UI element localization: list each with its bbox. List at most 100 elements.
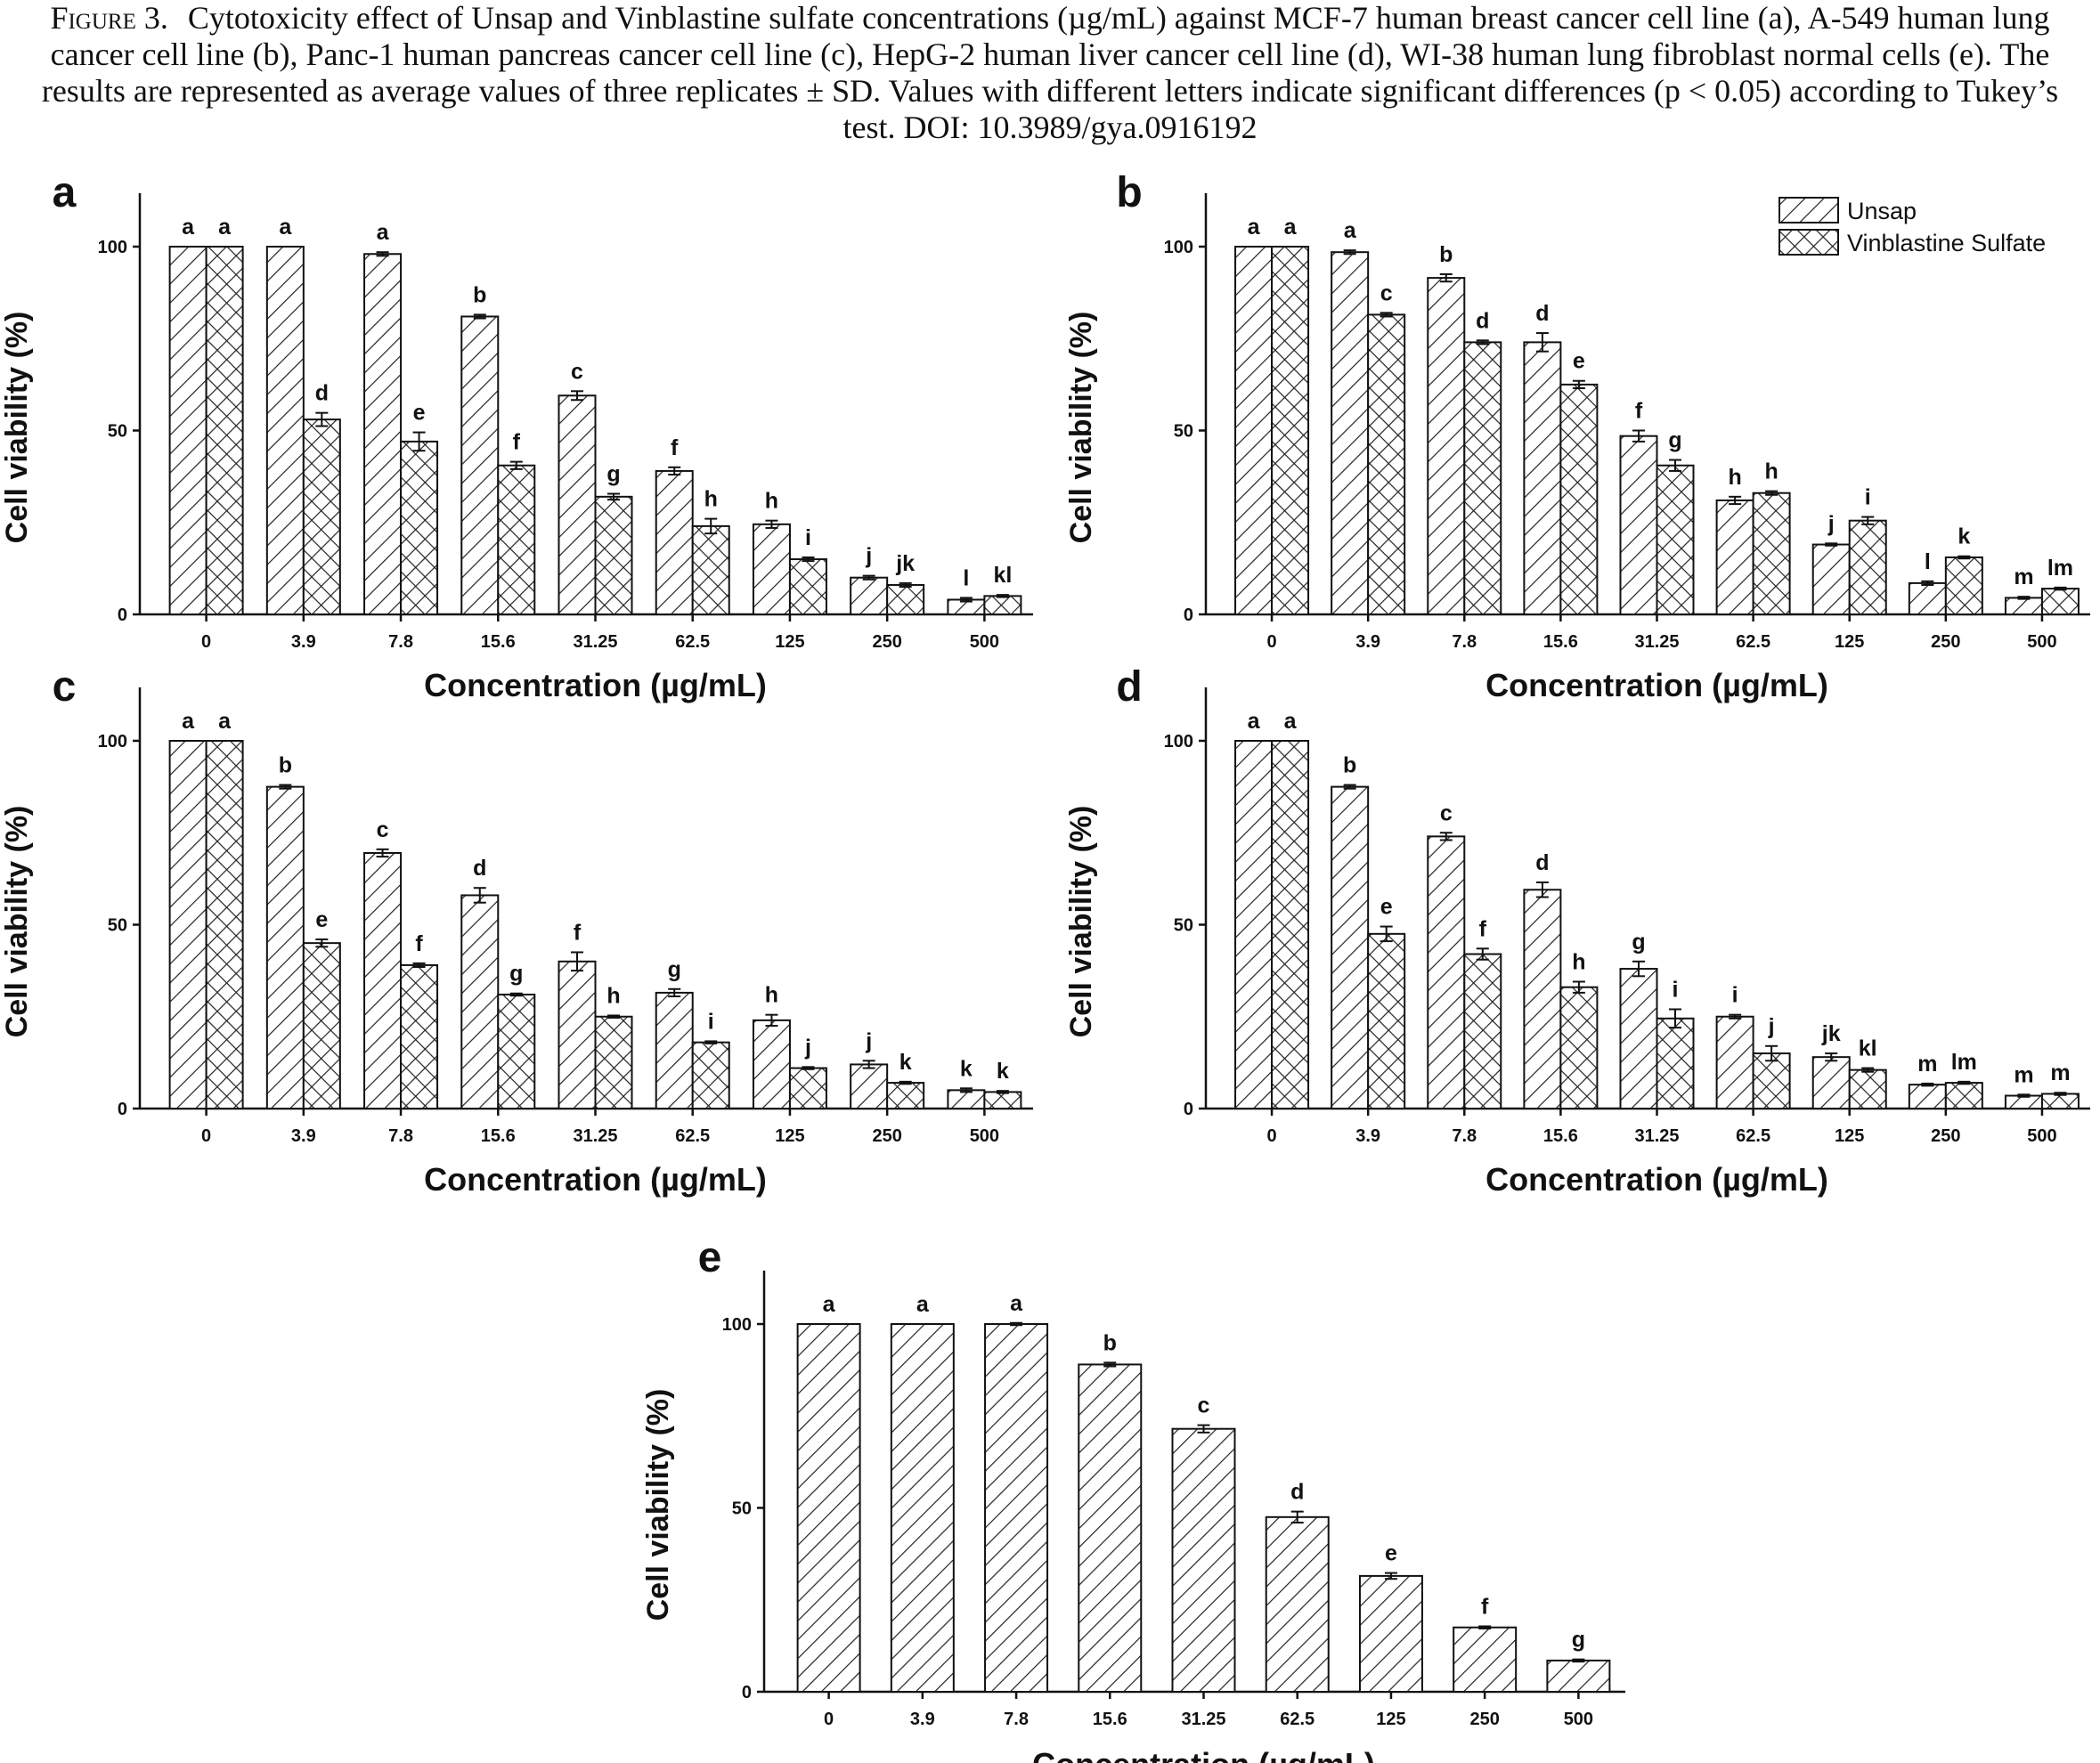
x-tick-label: 125	[775, 632, 804, 652]
bar-vinblastine	[1367, 932, 1406, 1109]
bar-vinblastine	[400, 440, 439, 616]
x-tick-label: 15.6	[481, 632, 516, 652]
bar-unsap	[1234, 740, 1274, 1109]
significance-letter: b	[1343, 753, 1356, 778]
bar-unsap	[752, 523, 791, 615]
significance-letter: h	[765, 489, 778, 514]
bar-unsap	[752, 1019, 791, 1110]
significance-letter: h	[606, 984, 620, 1009]
bar-vinblastine	[1559, 986, 1599, 1109]
bar-vinblastine	[1463, 953, 1502, 1110]
significance-letter: h	[1572, 950, 1585, 975]
bar-vinblastine	[1944, 1082, 1983, 1109]
significance-letter: l	[963, 565, 969, 590]
significance-letter: m	[2050, 1060, 2070, 1085]
significance-letter: h	[704, 487, 718, 512]
bar-vinblastine	[302, 942, 341, 1110]
significance-letter: h	[1728, 465, 1741, 490]
significance-letter: h	[1764, 459, 1778, 484]
bar-unsap	[1331, 785, 1370, 1109]
x-tick-label: 250	[1469, 1710, 1499, 1729]
significance-letter: g	[1632, 930, 1645, 955]
significance-letter: j	[1827, 511, 1835, 536]
significance-letter: m	[2014, 565, 2033, 589]
significance-letter: f	[415, 931, 423, 956]
bar-unsap	[1619, 435, 1658, 615]
bar-vinblastine	[205, 246, 244, 615]
y-tick-label: 100	[722, 1315, 752, 1335]
x-tick-label: 500	[970, 1126, 999, 1146]
significance-letter: a	[218, 709, 232, 734]
bar-unsap	[1715, 1015, 1754, 1109]
y-axis-label: Cell viability (%)	[1064, 806, 1098, 1038]
y-tick-label: 100	[98, 238, 127, 257]
significance-letter: k	[997, 1059, 1009, 1084]
bar-vinblastine	[1656, 1017, 1695, 1109]
significance-letter: d	[1290, 1480, 1304, 1505]
x-tick-label: 62.5	[1736, 1126, 1770, 1146]
significance-letter: a	[182, 215, 195, 240]
chart-panel-c: 0 50 100 0 a a 3.9 b e 7.8 c f 15.6 d g 31.25 f h 62.5 g i 12…	[0, 663, 1033, 1198]
x-tick-label: 250	[872, 1126, 901, 1146]
significance-letter: a	[182, 709, 195, 734]
y-tick-label: 0	[742, 1683, 752, 1702]
y-tick-label: 100	[98, 732, 127, 752]
significance-letter: e	[1385, 1541, 1397, 1566]
bar-vinblastine	[1944, 556, 1983, 615]
significance-letter: e	[413, 401, 426, 426]
legend-label: Unsap	[1847, 198, 1917, 224]
significance-letter: k	[960, 1056, 973, 1081]
bar-vinblastine	[691, 524, 730, 616]
bar-vinblastine	[205, 740, 244, 1109]
bar-unsap	[1453, 1626, 1518, 1693]
y-tick-label: 0	[118, 605, 127, 625]
x-axis-label: Concentration (µg/mL)	[424, 1161, 767, 1198]
significance-letter: g	[606, 462, 620, 487]
significance-letter: e	[1573, 349, 1585, 374]
bar-vinblastine	[302, 418, 341, 615]
bar-unsap	[1331, 251, 1370, 615]
significance-letter: f	[513, 430, 521, 455]
bar-unsap	[1358, 1574, 1423, 1694]
significance-letter: a	[1248, 215, 1261, 240]
significance-letter: m	[2014, 1062, 2033, 1087]
significance-letter: b	[1103, 1330, 1117, 1355]
y-axis-label: Cell viability (%)	[0, 312, 34, 544]
bar-unsap	[460, 894, 500, 1110]
legend-swatch-unsap	[1778, 197, 1839, 223]
significance-letter: m	[1917, 1052, 1937, 1076]
y-tick-label: 100	[1164, 238, 1193, 257]
bar-vinblastine	[1271, 246, 1310, 615]
bar-unsap	[1427, 277, 1466, 615]
bar-unsap	[655, 991, 694, 1110]
y-tick-label: 50	[108, 422, 127, 442]
y-axis-label: Cell viability (%)	[641, 1389, 675, 1621]
bar-unsap	[890, 1323, 955, 1693]
y-tick-label: 50	[1174, 422, 1193, 442]
y-axis-label: Cell viability (%)	[1064, 312, 1098, 544]
significance-letter: c	[1380, 280, 1393, 305]
x-axis-label: Concentration (µg/mL)	[424, 667, 767, 703]
bar-unsap	[984, 1323, 1049, 1693]
significance-letter: a	[1284, 709, 1298, 734]
x-tick-label: 250	[1931, 1126, 1960, 1146]
legend-swatch-vinblastine	[1778, 229, 1839, 256]
bar-unsap	[850, 576, 889, 616]
bar-vinblastine	[400, 963, 439, 1110]
bar-vinblastine	[1367, 313, 1406, 615]
x-tick-label: 15.6	[1093, 1710, 1127, 1729]
panel-letter: b	[1116, 169, 1142, 216]
bar-vinblastine	[497, 993, 536, 1109]
significance-letter: d	[1535, 850, 1549, 875]
significance-letter: i	[1865, 485, 1871, 510]
bar-vinblastine	[1752, 492, 1791, 616]
caption-text: Cytotoxicity effect of Unsap and Vinblas…	[41, 0, 2059, 145]
significance-letter: a	[823, 1292, 836, 1317]
bar-unsap	[1427, 835, 1466, 1109]
bar-unsap	[1171, 1427, 1236, 1693]
bar-unsap	[2004, 597, 2043, 615]
x-tick-label: 31.25	[573, 1126, 617, 1146]
x-tick-label: 31.25	[1634, 1126, 1679, 1146]
x-tick-label: 125	[775, 1126, 804, 1146]
